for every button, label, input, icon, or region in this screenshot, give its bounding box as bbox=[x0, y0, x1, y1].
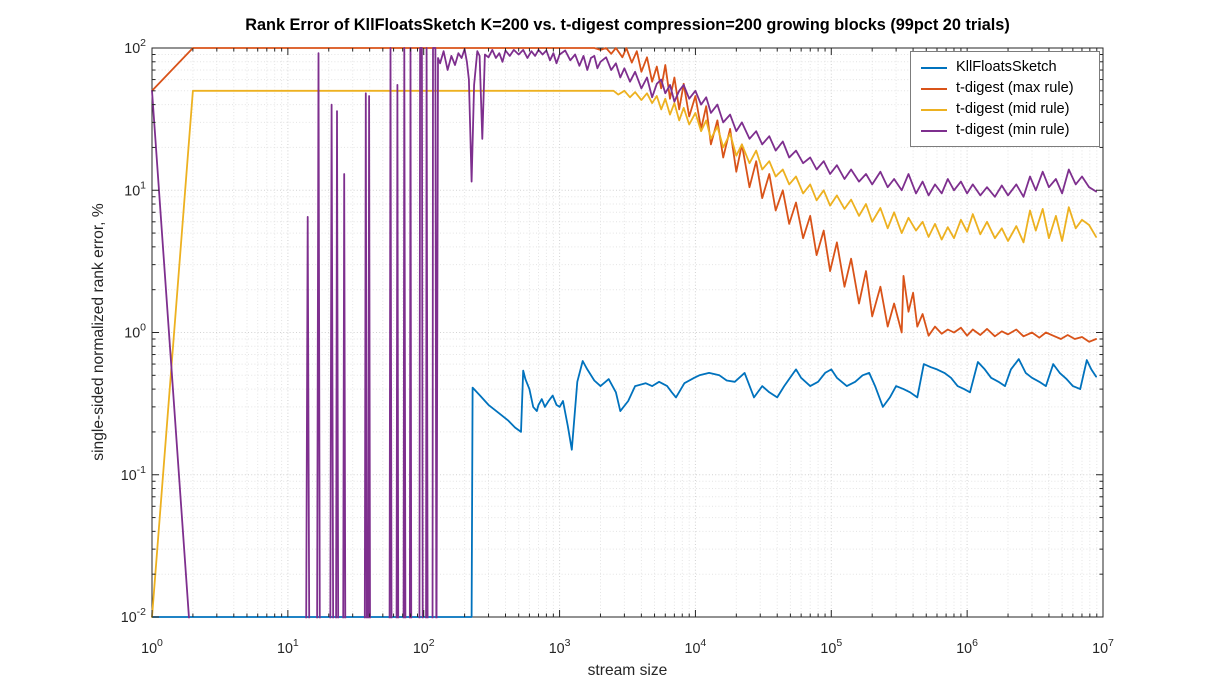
y-tick-label: 100 bbox=[124, 322, 146, 342]
x-tick-label: 103 bbox=[549, 637, 571, 657]
legend-entry-label: KllFloatsSketch bbox=[956, 59, 1057, 76]
series-line-t-digest-mid-rule bbox=[151, 89, 1097, 618]
legend-entry-label: t-digest (mid rule) bbox=[956, 101, 1070, 118]
major-grid bbox=[152, 48, 1103, 617]
series-line-kllfloatssketch bbox=[151, 358, 1097, 618]
chart-title: Rank Error of KllFloatsSketch K=200 vs. … bbox=[245, 16, 1010, 34]
legend-line-swatch bbox=[921, 108, 947, 111]
x-tick-label: 100 bbox=[141, 637, 163, 657]
legend-entry-label: t-digest (max rule) bbox=[956, 80, 1074, 97]
x-tick-label: 104 bbox=[685, 637, 707, 657]
legend-line-swatch bbox=[921, 87, 947, 90]
y-tick-label: 10-1 bbox=[121, 464, 146, 484]
legend-line-swatch bbox=[921, 129, 947, 132]
legend-entry-label: t-digest (min rule) bbox=[956, 122, 1070, 139]
axis-ticks bbox=[151, 47, 1104, 618]
series-lines bbox=[151, 47, 1097, 619]
x-axis-label: stream size bbox=[587, 662, 668, 679]
legend-line-swatch bbox=[921, 66, 947, 69]
legend-entry-t-digest-mid-rule: t-digest (mid rule) bbox=[921, 102, 1093, 117]
x-tick-label: 101 bbox=[277, 637, 299, 657]
series-line-t-digest-max-rule bbox=[151, 47, 1097, 343]
x-tick-label: 102 bbox=[413, 637, 435, 657]
series-line-t-digest-min-rule bbox=[151, 47, 1097, 619]
x-tick-label: 106 bbox=[956, 637, 978, 657]
legend-entry-t-digest-min-rule: t-digest (min rule) bbox=[921, 123, 1093, 138]
x-tick-label: 105 bbox=[820, 637, 842, 657]
x-tick-label: 107 bbox=[1092, 637, 1114, 657]
legend-entry-kllfloatssketch: KllFloatsSketch bbox=[921, 60, 1093, 75]
legend: KllFloatsSketch t-digest (max rule) t-dige… bbox=[910, 51, 1100, 147]
y-tick-label: 101 bbox=[124, 179, 146, 199]
y-tick-label: 102 bbox=[124, 37, 146, 57]
legend-entry-t-digest-max-rule: t-digest (max rule) bbox=[921, 81, 1093, 96]
y-tick-label: 10-2 bbox=[121, 606, 146, 626]
